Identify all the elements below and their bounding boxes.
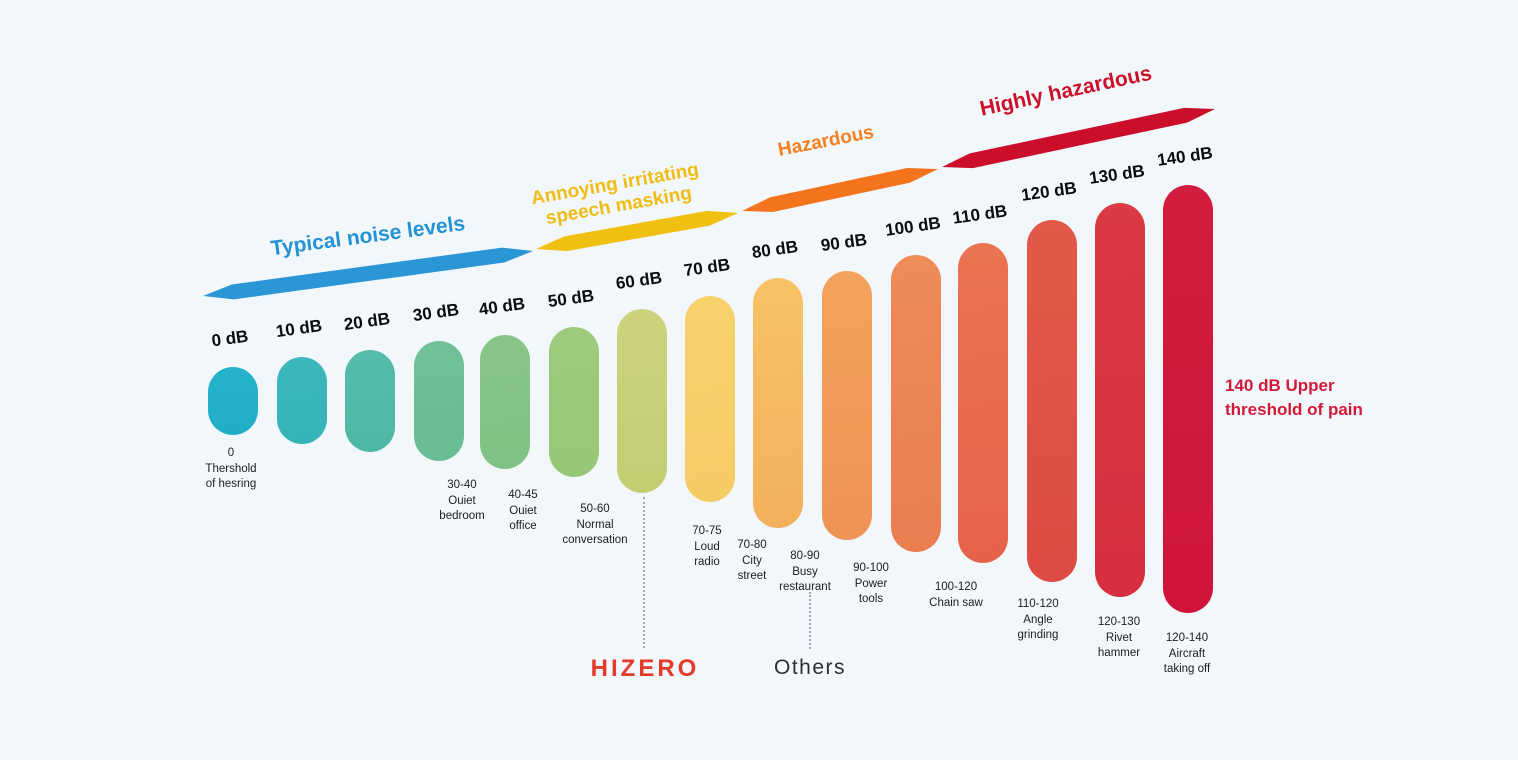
bar-caption-line: Ouiet bbox=[509, 504, 537, 517]
bar-caption-line: office bbox=[509, 520, 537, 532]
bar-caption-line: 0 bbox=[227, 447, 235, 459]
bar-caption-140db: 120-140 Aircraft taking off bbox=[1132, 631, 1242, 678]
noise-bar-90db bbox=[822, 271, 872, 540]
bar-caption-line: 120-140 bbox=[1165, 632, 1209, 644]
noise-bar-120db bbox=[1027, 220, 1077, 582]
bar-caption-130db: 120-130 Rivet hammer bbox=[1064, 615, 1174, 662]
bar-caption-line: Chain saw bbox=[929, 596, 983, 609]
bar-caption-0db: 0 Thershold of hesring bbox=[176, 446, 286, 493]
bar-caption-line: Thershold bbox=[205, 462, 257, 475]
bar-caption-line: 50-60 bbox=[580, 503, 610, 515]
bar-caption-line: radio bbox=[694, 556, 720, 568]
bar-caption-line: Aircraft bbox=[1168, 647, 1206, 660]
hizero-brand-label: HIZERO bbox=[590, 655, 700, 682]
noise-bar-0db bbox=[208, 367, 258, 435]
bar-caption-line: street bbox=[737, 570, 767, 582]
zone-band-hazardous bbox=[742, 168, 938, 212]
noise-bar-100db bbox=[891, 255, 941, 552]
others-label: Others bbox=[773, 656, 847, 679]
bar-caption-line: taking off bbox=[1163, 663, 1211, 675]
zone-band-highly-hazardous bbox=[942, 107, 1215, 169]
noise-bar-130db bbox=[1095, 203, 1145, 597]
pain-threshold-note-line2: threshold of pain bbox=[1225, 400, 1363, 419]
bar-caption-line: 70-80 bbox=[737, 539, 767, 551]
hizero-connector-line bbox=[643, 497, 645, 648]
bar-caption-line: City bbox=[742, 554, 762, 567]
bar-caption-line: grinding bbox=[1017, 629, 1059, 641]
bar-caption-110db: 100-120 Chain saw bbox=[901, 580, 1011, 611]
bar-caption-50db: 50-60 Normal conversation bbox=[540, 502, 650, 549]
zone-band-typical bbox=[203, 247, 533, 300]
bar-caption-line: tools bbox=[858, 593, 884, 605]
bar-caption-line: of hesring bbox=[205, 478, 257, 490]
bar-caption-line: 70-75 bbox=[692, 525, 722, 537]
zone-band-annoying bbox=[536, 210, 738, 252]
bar-caption-90db: 80-90 Busy restaurant bbox=[750, 549, 860, 596]
bar-caption-line: 110-120 bbox=[1017, 598, 1059, 610]
bar-caption-line: 40-45 bbox=[508, 489, 538, 501]
bar-caption-line: Angle bbox=[1023, 613, 1053, 626]
bar-caption-line: Loud bbox=[694, 540, 720, 553]
bar-caption-120db: 110-120 Angle grinding bbox=[983, 597, 1093, 644]
pain-threshold-note-line1: 140 dB Upper bbox=[1225, 376, 1335, 395]
bar-caption-line: Normal bbox=[576, 518, 614, 531]
bar-caption-line: Power bbox=[854, 577, 888, 590]
bar-caption-line: hammer bbox=[1097, 647, 1141, 659]
bar-caption-line: conversation bbox=[562, 534, 628, 546]
bar-caption-line: Rivet bbox=[1105, 631, 1133, 644]
bar-caption-80db: 70-80 City street bbox=[697, 538, 807, 585]
bar-caption-70db: 70-75 Loud radio bbox=[652, 524, 762, 571]
bar-caption-line: 80-90 bbox=[790, 550, 820, 562]
others-connector-line bbox=[809, 592, 811, 649]
noise-bar-20db bbox=[345, 350, 395, 452]
noise-bar-140db bbox=[1163, 185, 1213, 613]
bar-caption-40db: 40-45 Ouiet office bbox=[468, 488, 578, 535]
bar-caption-line: 120-130 bbox=[1097, 616, 1141, 628]
bar-caption-30db: 30-40 Ouiet bedroom bbox=[407, 478, 517, 525]
noise-bar-110db bbox=[958, 243, 1008, 563]
bar-caption-line: bedroom bbox=[439, 510, 485, 522]
bar-caption-100db: 90-100 Power tools bbox=[816, 561, 926, 608]
noise-bar-10db bbox=[277, 357, 327, 444]
noise-bar-30db bbox=[414, 341, 464, 461]
bar-caption-line: 90-100 bbox=[853, 562, 889, 574]
noise-bar-40db bbox=[480, 335, 530, 469]
bar-caption-line: 30-40 bbox=[447, 479, 477, 491]
bar-caption-line: Busy bbox=[792, 565, 818, 578]
noise-bar-50db bbox=[549, 327, 599, 477]
bar-caption-line: 100-120 bbox=[934, 581, 978, 593]
bar-caption-line: Ouiet bbox=[448, 494, 476, 507]
bar-caption-line: restaurant bbox=[779, 581, 831, 593]
noise-bar-60db bbox=[617, 309, 667, 493]
pain-threshold-note: 140 dB Upper threshold of pain bbox=[1225, 374, 1363, 422]
noise-bar-70db bbox=[685, 296, 735, 502]
noise-bar-80db bbox=[753, 278, 803, 528]
